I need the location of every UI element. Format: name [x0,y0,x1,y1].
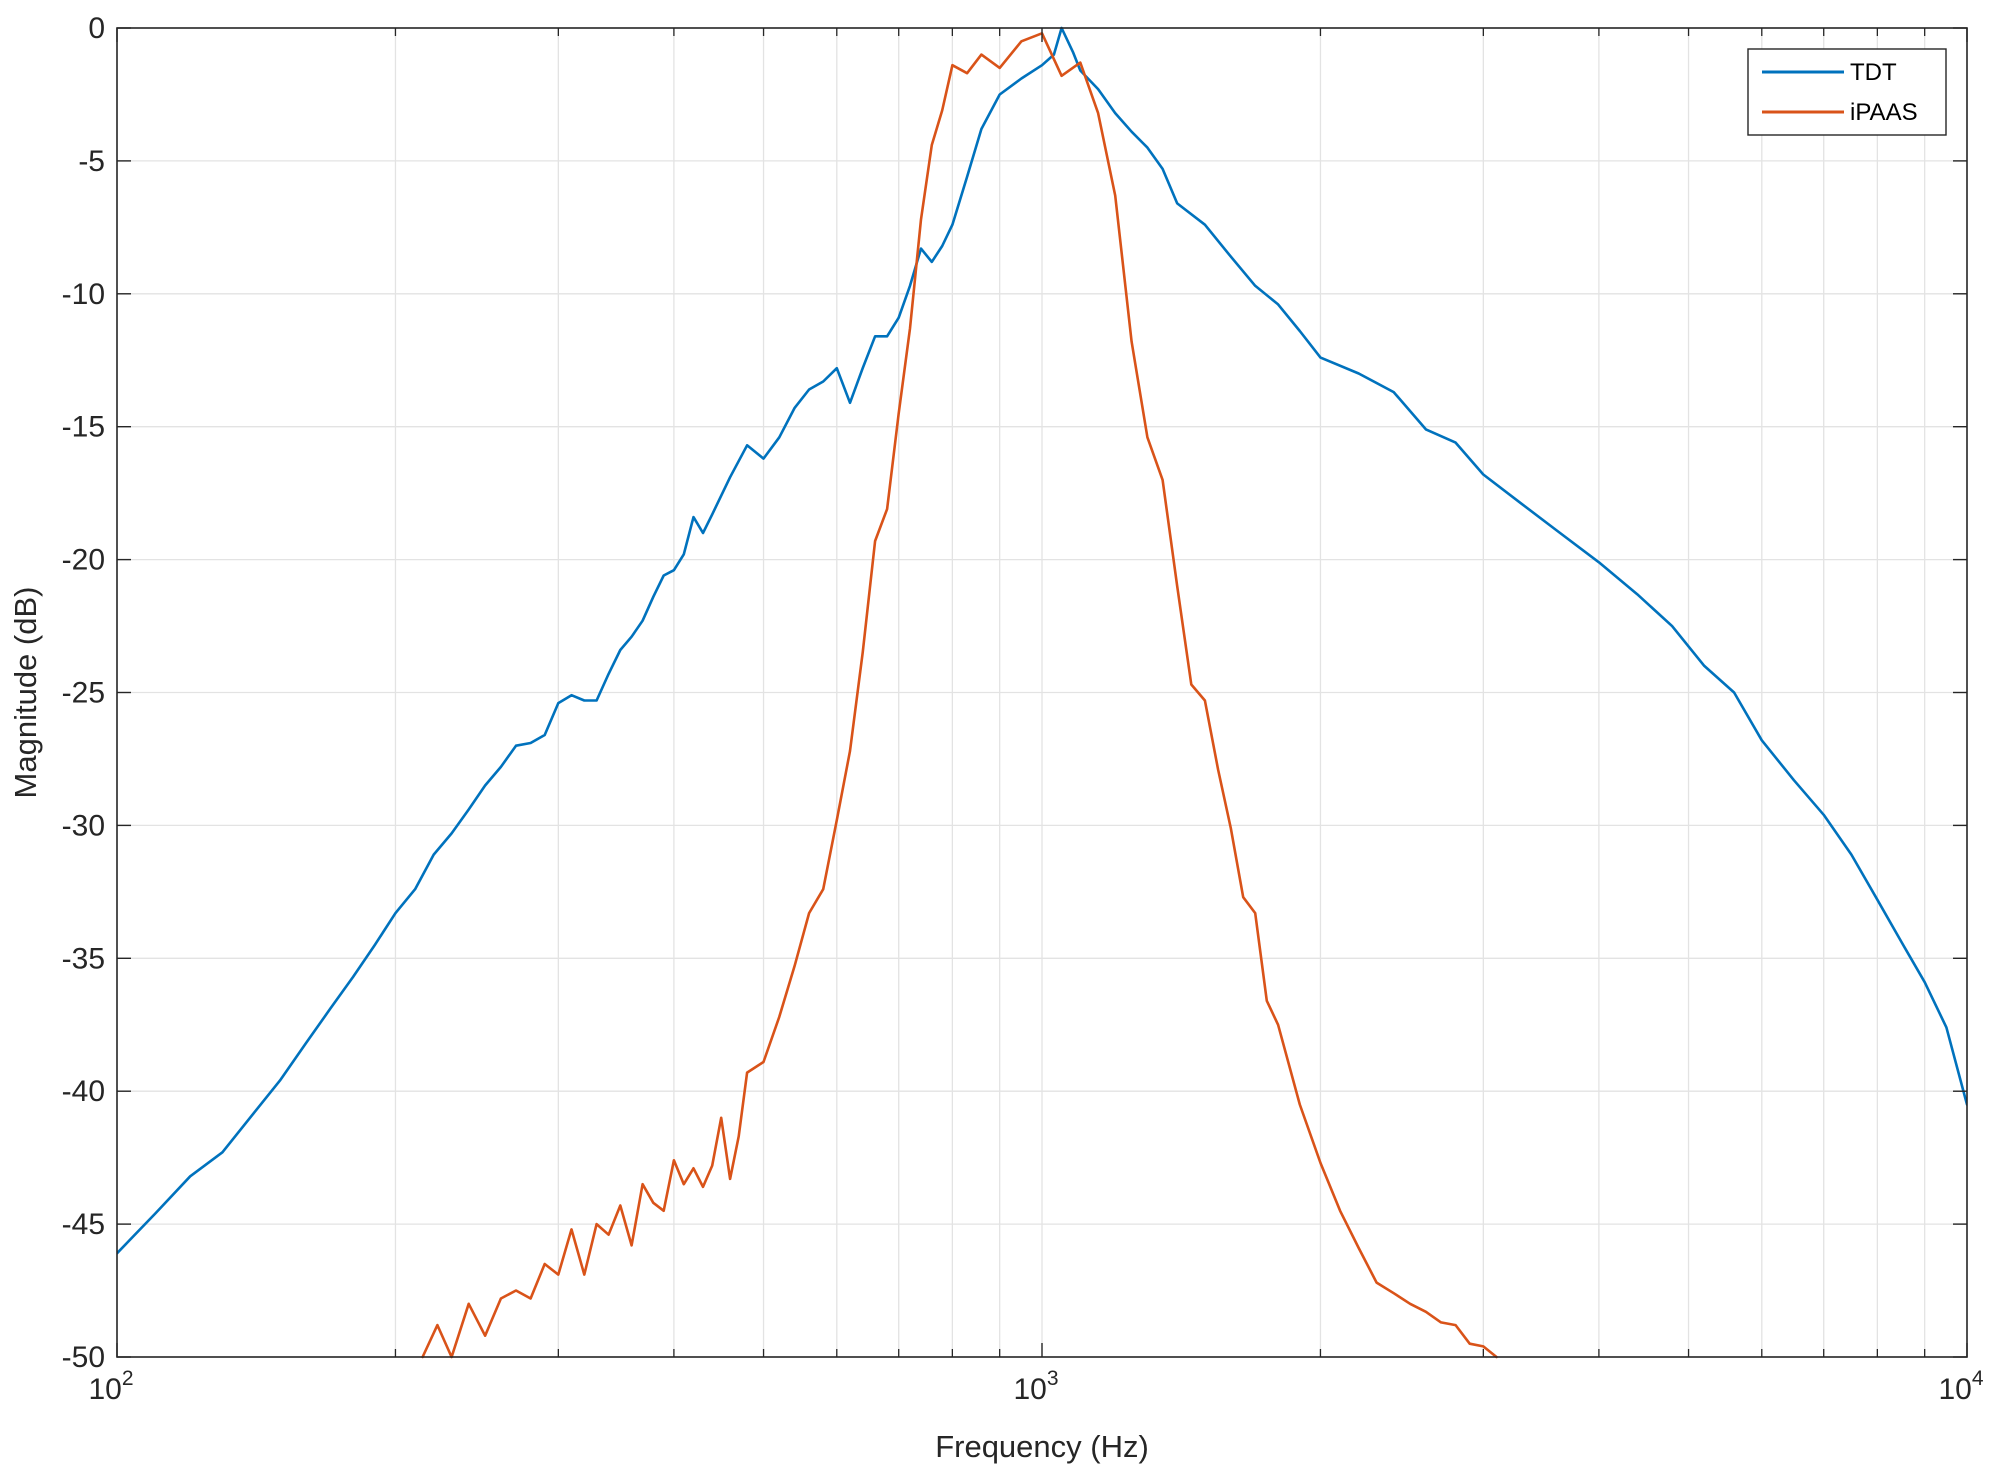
y-tick-label: -40 [62,1075,105,1108]
y-tick-label: -25 [62,677,105,710]
y-tick-label: -50 [62,1341,105,1374]
x-axis-label: Frequency (Hz) [935,1429,1149,1464]
legend: TDT iPAAS [1747,48,1947,136]
x-tick-labels: 102 103 104 [88,1367,1983,1406]
legend-label-tdt: TDT [1850,59,1897,86]
y-tick-label: -5 [78,145,105,178]
y-tick-label: -30 [62,809,105,842]
y-axis-label: Magnitude (dB) [8,587,43,799]
series-layer [117,26,1967,1359]
tick-marks [116,27,1968,1358]
series-line-tdt [117,26,1967,1255]
y-tick-label: -20 [62,544,105,577]
y-tick-label: -45 [62,1208,105,1241]
y-tick-label: -10 [62,278,105,311]
x-tick-label: 102 [88,1367,133,1406]
y-tick-labels: 0 -5 -10 -15 -20 -25 -30 -35 -40 -45 -50 [62,12,105,1374]
x-tick-label: 103 [1013,1367,1058,1406]
y-tick-label: 0 [88,12,105,45]
x-tick-label: 104 [1938,1367,1983,1406]
legend-box [1747,48,1947,136]
y-tick-label: -15 [62,411,105,444]
y-tick-label: -35 [62,942,105,975]
legend-label-ipaas: iPAAS [1850,99,1918,126]
series-line-ipaas [421,31,1498,1359]
